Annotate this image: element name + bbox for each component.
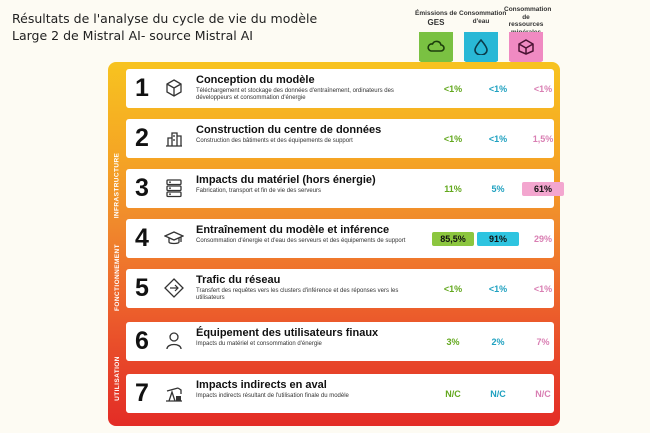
value-minerales: N/C (535, 389, 551, 399)
row-description: Fabrication, transport et fin de vie des… (196, 188, 322, 194)
band-utilisation-label: UTILISATION (113, 355, 121, 401)
column-header-eau: Consommation d'eau (459, 10, 507, 25)
caption-line-2: Large 2 de Mistral AI- source Mistral AI (12, 28, 253, 43)
column-header-ges-line2: GES (427, 17, 445, 27)
row-number: 5 (135, 274, 149, 302)
lifecycle-row-7: 7 Impacts indirects en aval Impacts indi… (126, 374, 554, 413)
value-minerales: 7% (536, 337, 550, 347)
lifecycle-row-4: 4 Entraînement du modèle et inférence Co… (126, 219, 554, 258)
row-number: 2 (135, 124, 149, 152)
value-eau-highlighted: 91% (477, 232, 519, 246)
row-number: 7 (135, 379, 149, 407)
building-icon (166, 132, 182, 147)
value-minerales: 1,5% (532, 134, 554, 144)
row-title: Construction du centre de données (196, 124, 382, 136)
row-description: Transfert des requêtes vers les clusters… (196, 288, 399, 302)
value-ges: <1% (443, 84, 463, 94)
value-ges: N/C (445, 389, 461, 399)
value-ges-highlighted: 85,5% (432, 232, 474, 246)
value-ges: 11% (444, 184, 462, 194)
mineral-cube-icon (518, 39, 534, 55)
value-eau: <1% (488, 134, 508, 144)
lifecycle-row-2: 2 Construction du centre de données Cons… (126, 119, 554, 158)
column-header-ges: Émissions de GES (414, 10, 458, 27)
row-title: Impacts indirects en aval (196, 379, 327, 391)
network-icon (164, 278, 184, 298)
image-caption: Résultats de l'analyse du cycle de vie d… (12, 10, 352, 44)
user-icon (166, 332, 182, 350)
column-header-eau-line1: Consommation (459, 10, 507, 17)
cloud-icon (427, 40, 445, 52)
lifecycle-row-1: 1 Conception du modèle Téléchargement et… (126, 69, 554, 108)
oil-pump-icon (166, 387, 182, 402)
value-minerales: <1% (533, 84, 553, 94)
column-header-eau-line2: d'eau (472, 17, 490, 25)
value-ges: <1% (443, 284, 463, 294)
value-eau: 5% (491, 184, 505, 194)
value-eau: <1% (488, 284, 508, 294)
value-ges: 3% (446, 337, 460, 347)
row-description: Impacts du matériel et consommation d'én… (196, 341, 322, 347)
band-utilisation: UTILISATION (108, 328, 126, 428)
row-title: Conception du modèle (196, 74, 315, 86)
value-minerales: <1% (533, 284, 553, 294)
row-title: Entraînement du modèle et inférence (196, 224, 390, 236)
band-fonctionnement: FONCTIONNEMENT (108, 222, 126, 332)
row-description: Impacts indirects résultant de l'utilisa… (196, 393, 349, 399)
row-title: Impacts du matériel (hors énergie) (196, 174, 376, 186)
value-eau: 2% (491, 337, 505, 347)
graduation-cap-icon (164, 231, 184, 245)
column-header-ges-line1: Émissions de (415, 10, 457, 17)
row-number: 3 (135, 174, 149, 202)
band-infrastructure-label: INFRASTRUCTURE (113, 152, 121, 218)
row-number: 4 (135, 224, 149, 252)
value-minerales: 29% (533, 234, 552, 244)
lifecycle-row-3: 3 Impacts du matériel (hors énergie) Fab… (126, 169, 564, 208)
server-icon (166, 179, 182, 198)
row-title: Trafic du réseau (196, 274, 281, 286)
row-description: Consommation d'énergie et d'eau des serv… (196, 238, 406, 244)
lifecycle-row-6: 6 Équipement des utilisateurs finaux Imp… (126, 322, 554, 361)
caption-line-1: Résultats de l'analyse du cycle de vie d… (12, 11, 318, 26)
value-ges: <1% (443, 134, 463, 144)
lifecycle-row-5: 5 Trafic du réseau Transfert des requête… (126, 269, 554, 308)
band-fonctionnement-label: FONCTIONNEMENT (113, 243, 121, 311)
column-header-minerales: Consommation de ressources minérales (504, 6, 552, 36)
row-description: Construction des bâtiments et des équipe… (196, 138, 353, 144)
row-number: 1 (135, 74, 149, 102)
box-icon (166, 79, 182, 97)
row-title: Équipement des utilisateurs finaux (196, 327, 379, 339)
lifecycle-table: INFRASTRUCTURE FONCTIONNEMENT UTILISATIO… (108, 62, 564, 428)
row-description: Téléchargement et stockage des données d… (196, 88, 394, 102)
value-minerales-highlighted: 61% (522, 182, 564, 196)
row-number: 6 (135, 327, 149, 355)
column-header-min-line1: Consommation (504, 6, 552, 13)
water-drop-icon (474, 39, 488, 55)
value-eau: N/C (490, 389, 506, 399)
value-eau: <1% (488, 84, 508, 94)
